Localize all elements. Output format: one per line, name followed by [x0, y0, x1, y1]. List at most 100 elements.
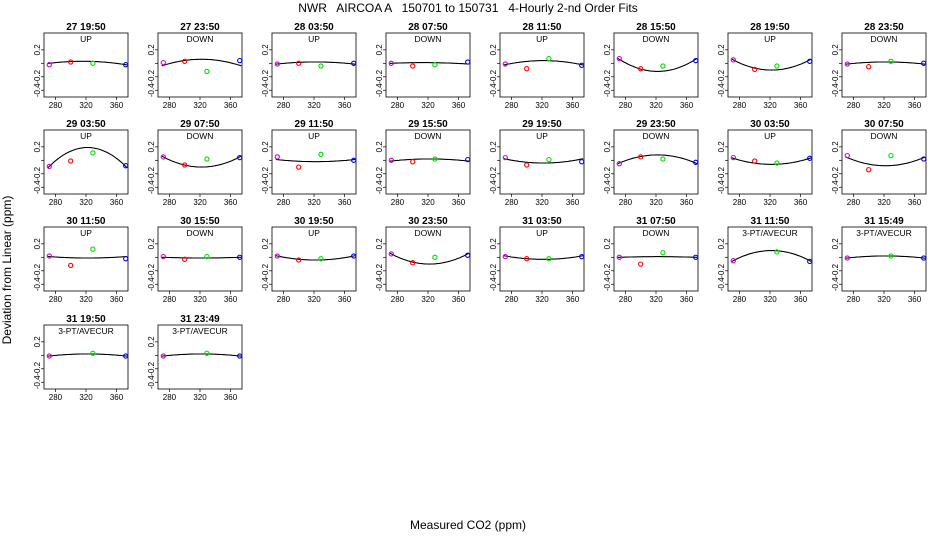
- y-tick-label: 0.2: [717, 238, 726, 250]
- data-point: [579, 253, 585, 260]
- data-point: [160, 154, 166, 160]
- y-tick-label: -0.4: [603, 277, 612, 291]
- panel-label: UP: [764, 34, 776, 44]
- x-tick-label: 280: [277, 198, 291, 207]
- x-tick-label: 320: [535, 198, 549, 207]
- panel-label: 3-PT/AVECUR: [58, 326, 114, 336]
- x-tick-label: 320: [193, 295, 207, 304]
- data-point: [318, 256, 324, 262]
- y-tick-label: -0.4: [33, 277, 42, 291]
- x-tick-label: 360: [110, 295, 124, 304]
- panel-title: 31 03:50: [522, 216, 562, 227]
- data-point: [638, 261, 644, 267]
- y-tick-label: -0.4: [375, 180, 384, 194]
- data-point: [204, 68, 210, 75]
- panel-title: 31 11:50: [751, 216, 790, 227]
- x-tick-label: 360: [566, 295, 580, 304]
- x-tick-label: 360: [452, 198, 466, 207]
- x-tick-label: 360: [680, 101, 694, 110]
- data-point: [888, 152, 894, 159]
- data-point: [388, 157, 394, 163]
- x-tick-label: 320: [877, 101, 891, 110]
- x-tick-label: 360: [794, 101, 808, 110]
- data-point: [432, 156, 438, 162]
- y-tick-label: -0.2: [147, 361, 156, 375]
- panel-title: 29 23:50: [636, 119, 676, 130]
- y-tick-label: -0.2: [33, 361, 42, 375]
- panel-label: 3-PT/AVECUR: [742, 228, 798, 238]
- y-tick-label: -0.4: [375, 277, 384, 291]
- data-point: [807, 155, 813, 161]
- y-tick-label: 0.2: [147, 44, 156, 56]
- x-tick-label: 280: [619, 198, 633, 207]
- x-tick-label: 280: [391, 101, 405, 110]
- y-tick-label: -0.2: [603, 263, 612, 277]
- fit-curve: [617, 57, 698, 72]
- y-tick-label: -0.4: [717, 83, 726, 97]
- x-tick-label: 360: [224, 393, 238, 402]
- panel-title: 28 03:50: [294, 22, 334, 33]
- x-tick-label: 280: [733, 101, 747, 110]
- panel-title: 28 07:50: [408, 22, 448, 33]
- panel-label: 3-PT/AVECUR: [856, 228, 912, 238]
- x-tick-label: 360: [680, 198, 694, 207]
- x-tick-label: 320: [421, 295, 435, 304]
- x-tick-label: 320: [877, 198, 891, 207]
- data-point: [351, 60, 357, 66]
- panel-title: 29 07:50: [180, 119, 220, 130]
- panel-title: 29 11:50: [295, 119, 334, 130]
- data-point: [90, 150, 96, 156]
- y-tick-label: 0.2: [33, 141, 42, 153]
- y-tick-label: -0.2: [603, 69, 612, 83]
- y-tick-label: -0.2: [831, 263, 840, 277]
- y-tick-label: -0.2: [375, 263, 384, 277]
- panel-title: 31 19:50: [66, 314, 106, 325]
- y-tick-label: -0.4: [603, 180, 612, 194]
- y-tick-label: -0.4: [33, 375, 42, 389]
- y-tick-label: 0.2: [261, 141, 270, 153]
- x-tick-label: 360: [452, 101, 466, 110]
- data-point: [921, 60, 927, 66]
- y-tick-label: -0.2: [33, 69, 42, 83]
- panel: 31 15:493-PT/AVECUR 280 320 360 -0.4-0.2 0.2: [831, 216, 927, 304]
- x-tick-label: 360: [908, 295, 922, 304]
- y-tick-label: -0.4: [831, 180, 840, 194]
- x-tick-label: 320: [763, 198, 777, 207]
- data-point: [888, 253, 894, 259]
- data-point: [465, 156, 471, 163]
- data-point: [204, 253, 210, 260]
- data-point: [866, 167, 872, 173]
- fit-curve: [389, 62, 470, 65]
- x-tick-label: 280: [505, 295, 519, 304]
- panel-label: UP: [308, 228, 320, 238]
- y-tick-label: -0.2: [261, 263, 270, 277]
- panel-title: 30 11:50: [67, 216, 106, 227]
- panel-title: 30 23:50: [408, 216, 448, 227]
- panel-title: 28 19:50: [750, 22, 790, 33]
- panel-title: 31 23:49: [180, 314, 220, 325]
- data-point: [524, 162, 530, 168]
- fit-curve: [731, 250, 812, 262]
- y-tick-label: -0.4: [489, 277, 498, 291]
- x-tick-label: 320: [193, 393, 207, 402]
- data-point: [921, 156, 927, 162]
- y-tick-label: -0.4: [717, 180, 726, 194]
- x-tick-label: 320: [79, 393, 93, 402]
- panel-label: DOWN: [643, 34, 670, 44]
- y-tick-label: -0.4: [603, 83, 612, 97]
- data-point: [546, 256, 552, 262]
- panel-label: UP: [308, 34, 320, 44]
- x-tick-label: 360: [338, 295, 352, 304]
- panel-label: UP: [80, 228, 92, 238]
- fit-curve: [731, 58, 812, 71]
- data-point: [410, 159, 416, 165]
- x-tick-label: 360: [224, 295, 238, 304]
- x-tick-label: 360: [338, 198, 352, 207]
